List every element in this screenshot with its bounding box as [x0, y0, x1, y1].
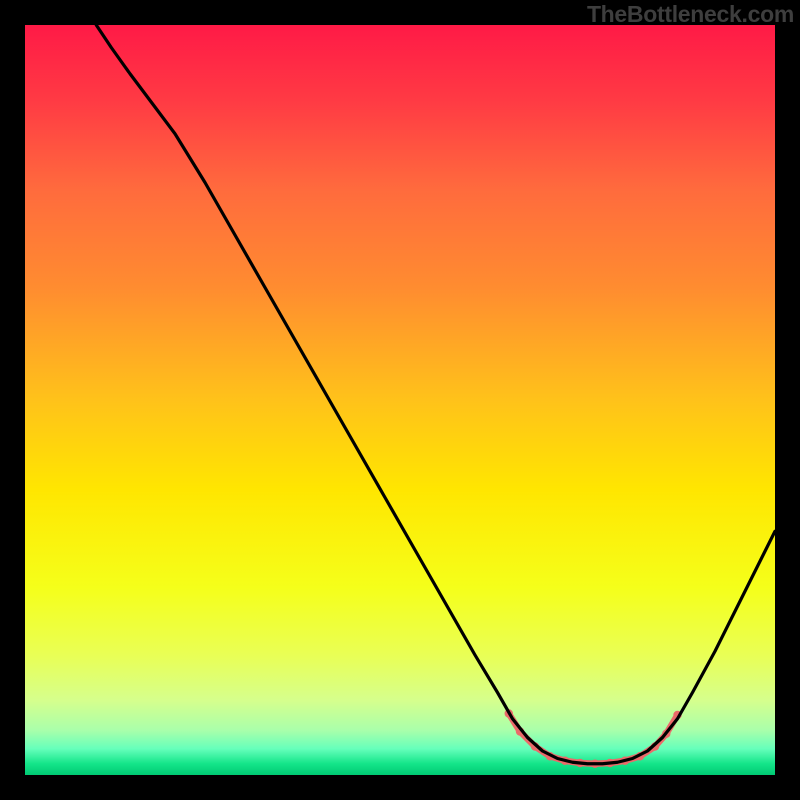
plot-area [25, 25, 775, 775]
chart-frame: TheBottleneck.com [0, 0, 800, 800]
watermark-text: TheBottleneck.com [587, 1, 794, 28]
curve-layer [25, 25, 775, 775]
bottleneck-curve [96, 25, 775, 764]
highlight-path [509, 714, 678, 764]
